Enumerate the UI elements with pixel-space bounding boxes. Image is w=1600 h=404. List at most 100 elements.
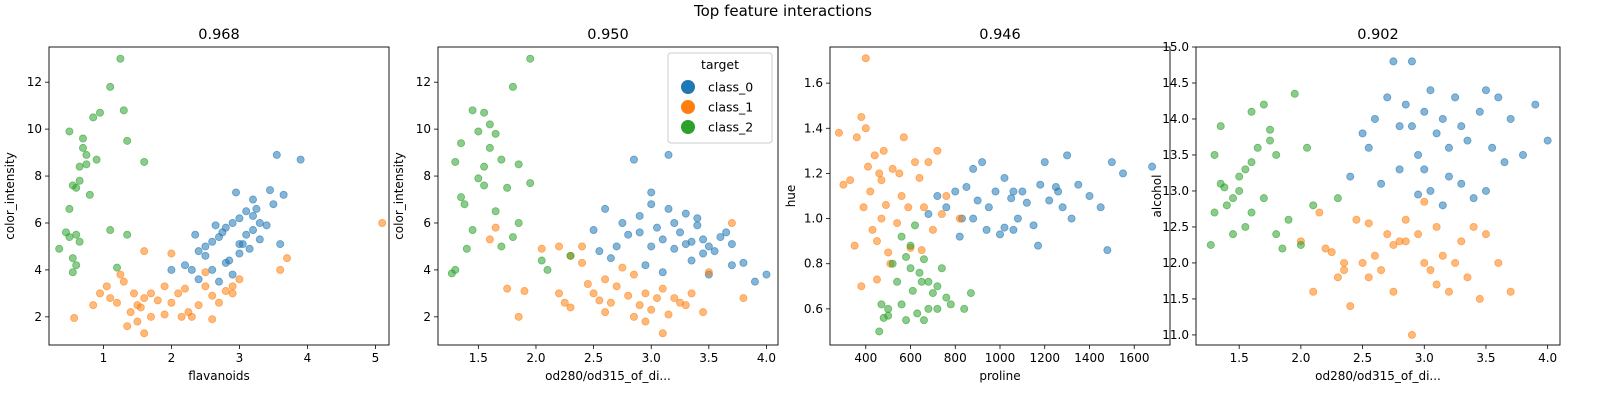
figure-title: Top feature interactions <box>693 2 872 20</box>
point-class_0-9 <box>1414 150 1423 159</box>
point-class_2-23 <box>1303 143 1312 152</box>
point-class_0-24 <box>231 188 240 197</box>
point-class_1-10 <box>1377 266 1386 275</box>
y-tick-label: 12 <box>416 75 431 89</box>
point-class_1-27 <box>378 218 387 227</box>
point-class_0-18 <box>248 226 257 235</box>
point-class_1-10 <box>868 225 877 234</box>
point-class_2-7 <box>72 261 81 270</box>
point-class_0-11 <box>996 230 1005 239</box>
point-class_2-16 <box>106 82 115 91</box>
point-class_1-15 <box>1407 330 1416 339</box>
point-class_1-14 <box>877 214 886 223</box>
panel-title: 0.946 <box>979 27 1021 43</box>
point-class_2-27 <box>902 252 911 261</box>
y-tick-label: 0.6 <box>804 302 823 316</box>
point-class_0-2 <box>187 265 196 274</box>
point-class_2-17 <box>526 179 535 188</box>
point-class_1-5 <box>1346 302 1355 311</box>
point-class_0-10 <box>670 218 679 227</box>
point-class_2-13 <box>503 183 512 192</box>
x-tick-label: 2.0 <box>526 351 545 365</box>
point-class_0-23 <box>296 155 305 164</box>
point-class_2-20 <box>140 157 149 166</box>
point-class_2-11 <box>491 207 500 216</box>
point-class_2-11 <box>1247 107 1256 116</box>
point-class_1-20 <box>897 191 906 200</box>
point-class_0-27 <box>1543 136 1552 145</box>
point-class_0-1 <box>180 261 189 270</box>
point-class_1-9 <box>1370 251 1379 260</box>
point-class_1-31 <box>618 263 627 272</box>
point-class_0-1 <box>606 254 615 263</box>
point-class_2-24 <box>1309 201 1318 210</box>
point-class_0-12 <box>208 265 217 274</box>
point-class_1-17 <box>884 248 893 257</box>
point-class_0-2 <box>942 203 951 212</box>
point-class_0-25 <box>1518 150 1527 159</box>
point-class_1-31 <box>1420 197 1429 206</box>
legend: target class_0 class_1 class_2 <box>667 52 773 144</box>
point-class_1-37 <box>629 270 638 279</box>
point-class_2-25 <box>1333 194 1342 203</box>
point-class_0-17 <box>1022 198 1031 207</box>
point-class_1-34 <box>177 312 186 321</box>
point-class_2-17 <box>946 300 955 309</box>
point-class_2-28 <box>566 251 575 260</box>
point-class_0-35 <box>1009 187 1018 196</box>
point-class_0-20 <box>739 258 748 267</box>
point-class_0-10 <box>242 207 251 216</box>
point-class_0-25 <box>248 195 257 204</box>
point-class_0-37 <box>1054 187 1063 196</box>
x-tick-label: 1.5 <box>1230 351 1249 365</box>
point-class_1-20 <box>208 291 217 300</box>
panel-title: 0.902 <box>1357 27 1399 43</box>
point-class_1-28 <box>140 247 149 256</box>
y-tick-label: 13.5 <box>1162 148 1189 162</box>
point-class_0-6 <box>1395 165 1404 174</box>
point-class_0-5 <box>1389 57 1398 66</box>
point-class_1-30 <box>601 275 610 284</box>
point-class_0-3 <box>951 187 960 196</box>
point-class_1-36 <box>578 258 587 267</box>
point-class_1-31 <box>942 191 951 200</box>
point-class_0-15 <box>235 249 244 258</box>
point-class_1-22 <box>221 287 230 296</box>
point-class_2-10 <box>79 134 88 143</box>
point-class_0-1 <box>1358 129 1367 138</box>
point-class_1-23 <box>228 282 237 291</box>
point-class_1-29 <box>167 249 176 258</box>
point-class_0-13 <box>214 277 223 286</box>
point-class_0-14 <box>1009 225 1018 234</box>
point-class_0-20 <box>262 221 271 230</box>
point-class_2-26 <box>1266 125 1275 134</box>
point-class_0-26 <box>1531 100 1540 109</box>
point-class_1-2 <box>96 289 105 298</box>
point-class_1-27 <box>924 158 933 167</box>
point-class_0-33 <box>276 240 285 249</box>
point-class_2-23 <box>462 244 471 253</box>
x-axis-label: proline <box>979 369 1020 383</box>
point-class_1-17 <box>629 312 638 321</box>
point-class_0-27 <box>681 240 690 249</box>
point-class_1-36 <box>1315 208 1324 217</box>
point-class_2-15 <box>1259 194 1268 203</box>
point-class_2-23 <box>123 230 132 239</box>
point-class_1-33 <box>872 275 881 284</box>
point-class_1-19 <box>893 219 902 228</box>
point-class_0-24 <box>1506 114 1515 123</box>
point-class_0-8 <box>228 218 237 227</box>
point-class_1-23 <box>664 310 673 319</box>
point-class_1-37 <box>1432 280 1441 289</box>
point-class_1-33 <box>658 284 667 293</box>
x-tick-label: 2.5 <box>1353 351 1372 365</box>
point-class_0-0 <box>601 204 610 213</box>
point-class_0-30 <box>589 226 598 235</box>
point-class_2-20 <box>526 54 535 63</box>
point-class_2-4 <box>893 277 902 286</box>
point-class_2-24 <box>68 268 77 277</box>
point-class_2-3 <box>457 139 466 148</box>
x-tick-label: 1200 <box>1029 351 1060 365</box>
point-class_2-2 <box>65 233 74 242</box>
